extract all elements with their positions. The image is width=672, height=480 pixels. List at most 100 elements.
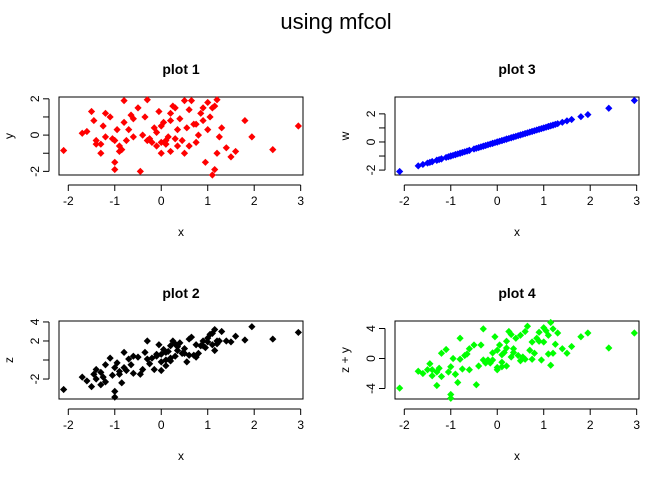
data-point — [213, 337, 221, 345]
data-point — [465, 345, 473, 353]
plot-box — [58, 320, 304, 400]
data-point — [542, 327, 550, 335]
x-tick-label: 1 — [204, 194, 211, 208]
data-point — [213, 149, 221, 157]
data-point — [183, 358, 191, 366]
data-point — [143, 337, 151, 345]
data-point — [125, 126, 133, 134]
data-point — [509, 345, 518, 353]
data-point — [92, 140, 100, 148]
data-point — [544, 350, 552, 358]
data-point — [419, 160, 427, 169]
data-point — [199, 104, 207, 112]
data-point — [447, 390, 455, 399]
data-point — [456, 355, 464, 363]
data-point — [491, 333, 499, 341]
data-point — [495, 341, 504, 349]
y-tick-label: 4 — [364, 325, 378, 332]
data-point — [150, 365, 158, 374]
data-point — [516, 131, 525, 139]
data-point — [502, 135, 511, 143]
data-point — [115, 367, 124, 376]
data-point — [92, 375, 100, 383]
data-point — [547, 318, 555, 327]
data-point — [507, 330, 515, 339]
x-tick-label: 3 — [297, 418, 304, 432]
data-point — [535, 328, 543, 336]
data-point — [444, 368, 453, 376]
data-point — [568, 342, 576, 351]
data-point — [155, 341, 163, 349]
data-point — [183, 124, 191, 132]
y-tick-label: 4 — [28, 318, 42, 325]
x-tick-label: -1 — [109, 418, 120, 432]
data-point — [97, 381, 105, 389]
data-point — [213, 96, 221, 104]
data-point — [180, 344, 189, 353]
data-point — [540, 338, 548, 346]
data-point — [428, 372, 436, 380]
data-point — [157, 358, 165, 366]
data-point — [211, 165, 219, 174]
data-point — [472, 381, 480, 389]
data-point — [199, 116, 207, 125]
data-point — [465, 146, 473, 155]
data-point — [180, 349, 189, 357]
data-point — [87, 383, 96, 391]
data-point — [248, 133, 256, 141]
data-point — [166, 354, 175, 362]
y-tick-label: -2 — [28, 373, 42, 384]
data-point — [227, 153, 235, 161]
data-point — [122, 366, 130, 375]
data-point — [171, 340, 179, 348]
data-point — [551, 340, 559, 348]
x-tick-label: -2 — [399, 418, 410, 432]
data-point — [509, 348, 518, 357]
data-point — [111, 165, 119, 174]
data-point — [166, 147, 175, 156]
data-point — [456, 334, 464, 342]
data-point — [577, 333, 585, 341]
data-point — [173, 346, 182, 355]
x-tick-label: 0 — [494, 418, 501, 432]
data-point — [535, 125, 543, 133]
data-point — [447, 363, 455, 371]
data-point — [97, 149, 105, 157]
data-point — [489, 349, 497, 357]
data-point — [162, 362, 170, 370]
data-point — [479, 142, 487, 150]
data-point — [498, 358, 506, 366]
data-point — [549, 325, 557, 333]
data-point — [171, 135, 179, 143]
data-point — [449, 354, 457, 363]
data-point — [201, 158, 209, 166]
data-point — [241, 116, 249, 125]
data-point — [211, 346, 219, 355]
data-point — [180, 149, 189, 157]
data-point — [204, 338, 212, 346]
data-point — [120, 364, 128, 372]
data-point — [528, 338, 536, 346]
x-tick-label: 1 — [540, 418, 547, 432]
plot-box — [394, 96, 640, 176]
data-point — [502, 362, 511, 370]
data-point — [215, 133, 223, 141]
data-point — [176, 115, 184, 123]
data-point — [458, 365, 466, 373]
data-point — [157, 149, 165, 157]
data-point — [584, 110, 592, 119]
data-point — [502, 344, 511, 352]
data-point — [463, 350, 471, 358]
data-point — [101, 109, 110, 117]
data-point — [192, 120, 200, 128]
data-point — [489, 139, 497, 147]
y-tick-label: 2 — [364, 110, 378, 117]
data-point — [185, 106, 193, 114]
data-point — [92, 136, 100, 145]
data-point — [180, 97, 189, 105]
panel-plot-2: plot 2 -2 -1 0 1 2 3 x -2 2 4 z — [2, 285, 304, 463]
data-point — [426, 360, 434, 368]
data-point — [475, 362, 483, 370]
data-point — [558, 345, 566, 353]
data-point — [222, 337, 230, 345]
